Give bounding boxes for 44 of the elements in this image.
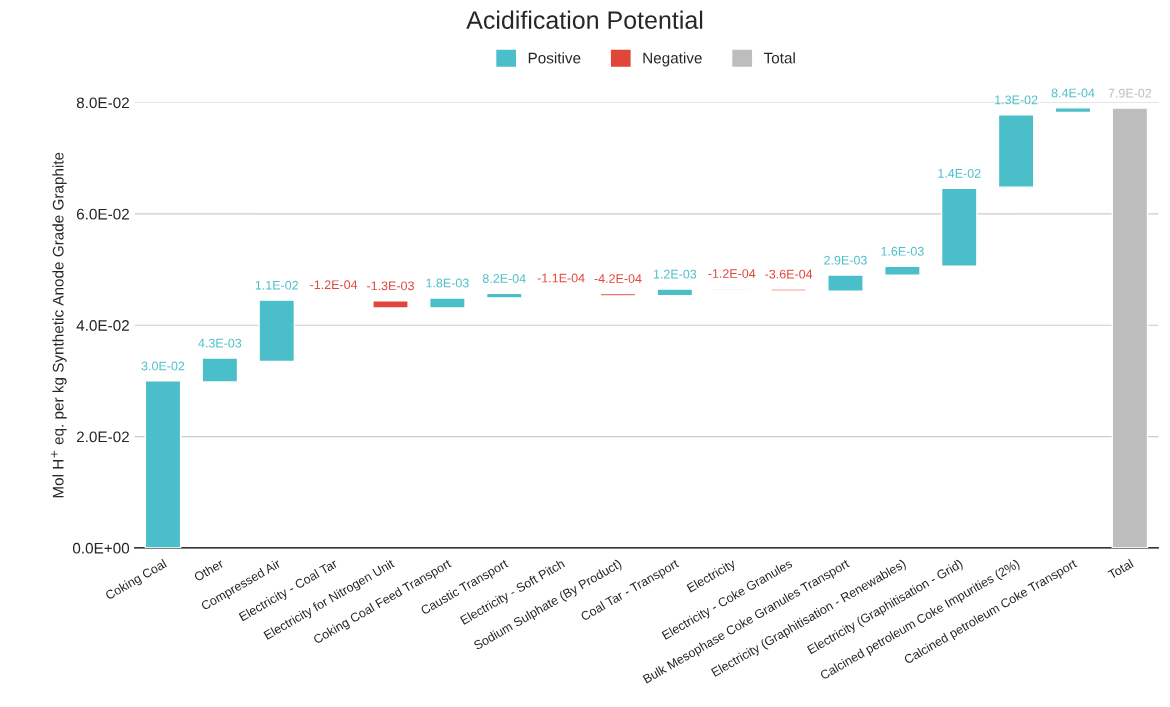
bar	[997, 114, 1035, 188]
bar	[429, 297, 466, 309]
legend-label: Total	[763, 52, 795, 64]
bar	[201, 357, 239, 383]
bar	[258, 299, 296, 363]
data-label: 8.2E-04	[482, 274, 526, 283]
y-axis-title: Mol H$^{+}$ eq. per kg Synthetic Anode Grade Graphite	[50, 152, 67, 498]
chart-title: Acidification Potential	[466, 10, 703, 29]
bar	[144, 380, 182, 548]
bar	[770, 288, 807, 292]
data-label: -1.3E-03	[367, 281, 414, 291]
data-label: 1.3E-02	[995, 95, 1038, 105]
y-tick-label: 6.0E-02	[76, 208, 129, 220]
x-tick-label: Total	[1107, 558, 1134, 580]
bar	[372, 300, 409, 309]
data-label: 8.4E-04	[1051, 88, 1095, 98]
data-label: -1.1E-04	[537, 273, 585, 283]
bar	[940, 187, 978, 267]
data-label: 1.1E-02	[255, 280, 298, 290]
data-label: -1.2E-04	[708, 269, 756, 278]
bar	[656, 288, 694, 297]
data-label: -4.2E-04	[594, 274, 642, 283]
bar	[485, 292, 523, 299]
bar	[884, 265, 921, 276]
data-label: -3.6E-04	[765, 269, 813, 279]
bar	[599, 292, 637, 297]
y-tick-label: 8.0E-02	[76, 97, 129, 109]
data-label: 7.9E-02	[1108, 88, 1152, 98]
data-label: 1.4E-02	[938, 168, 981, 178]
legend-label: Negative	[643, 52, 702, 67]
legend-label: Positive	[528, 52, 581, 64]
y-tick-label: 2.0E-02	[76, 431, 129, 443]
data-label: 3.0E-02	[141, 361, 185, 371]
bar	[1054, 107, 1092, 114]
bar	[827, 274, 864, 292]
y-tick-label: 0.0E+00	[72, 542, 130, 554]
data-label: 1.2E-03	[653, 269, 697, 279]
y-tick-label: 4.0E-02	[76, 320, 129, 331]
data-label: 2.9E-03	[824, 255, 867, 265]
bar	[1111, 107, 1149, 548]
data-label: -1.2E-04	[310, 280, 358, 290]
data-label: 1.6E-03	[881, 246, 924, 256]
data-label: 4.3E-03	[198, 338, 242, 348]
data-label: 1.8E-03	[426, 278, 469, 288]
